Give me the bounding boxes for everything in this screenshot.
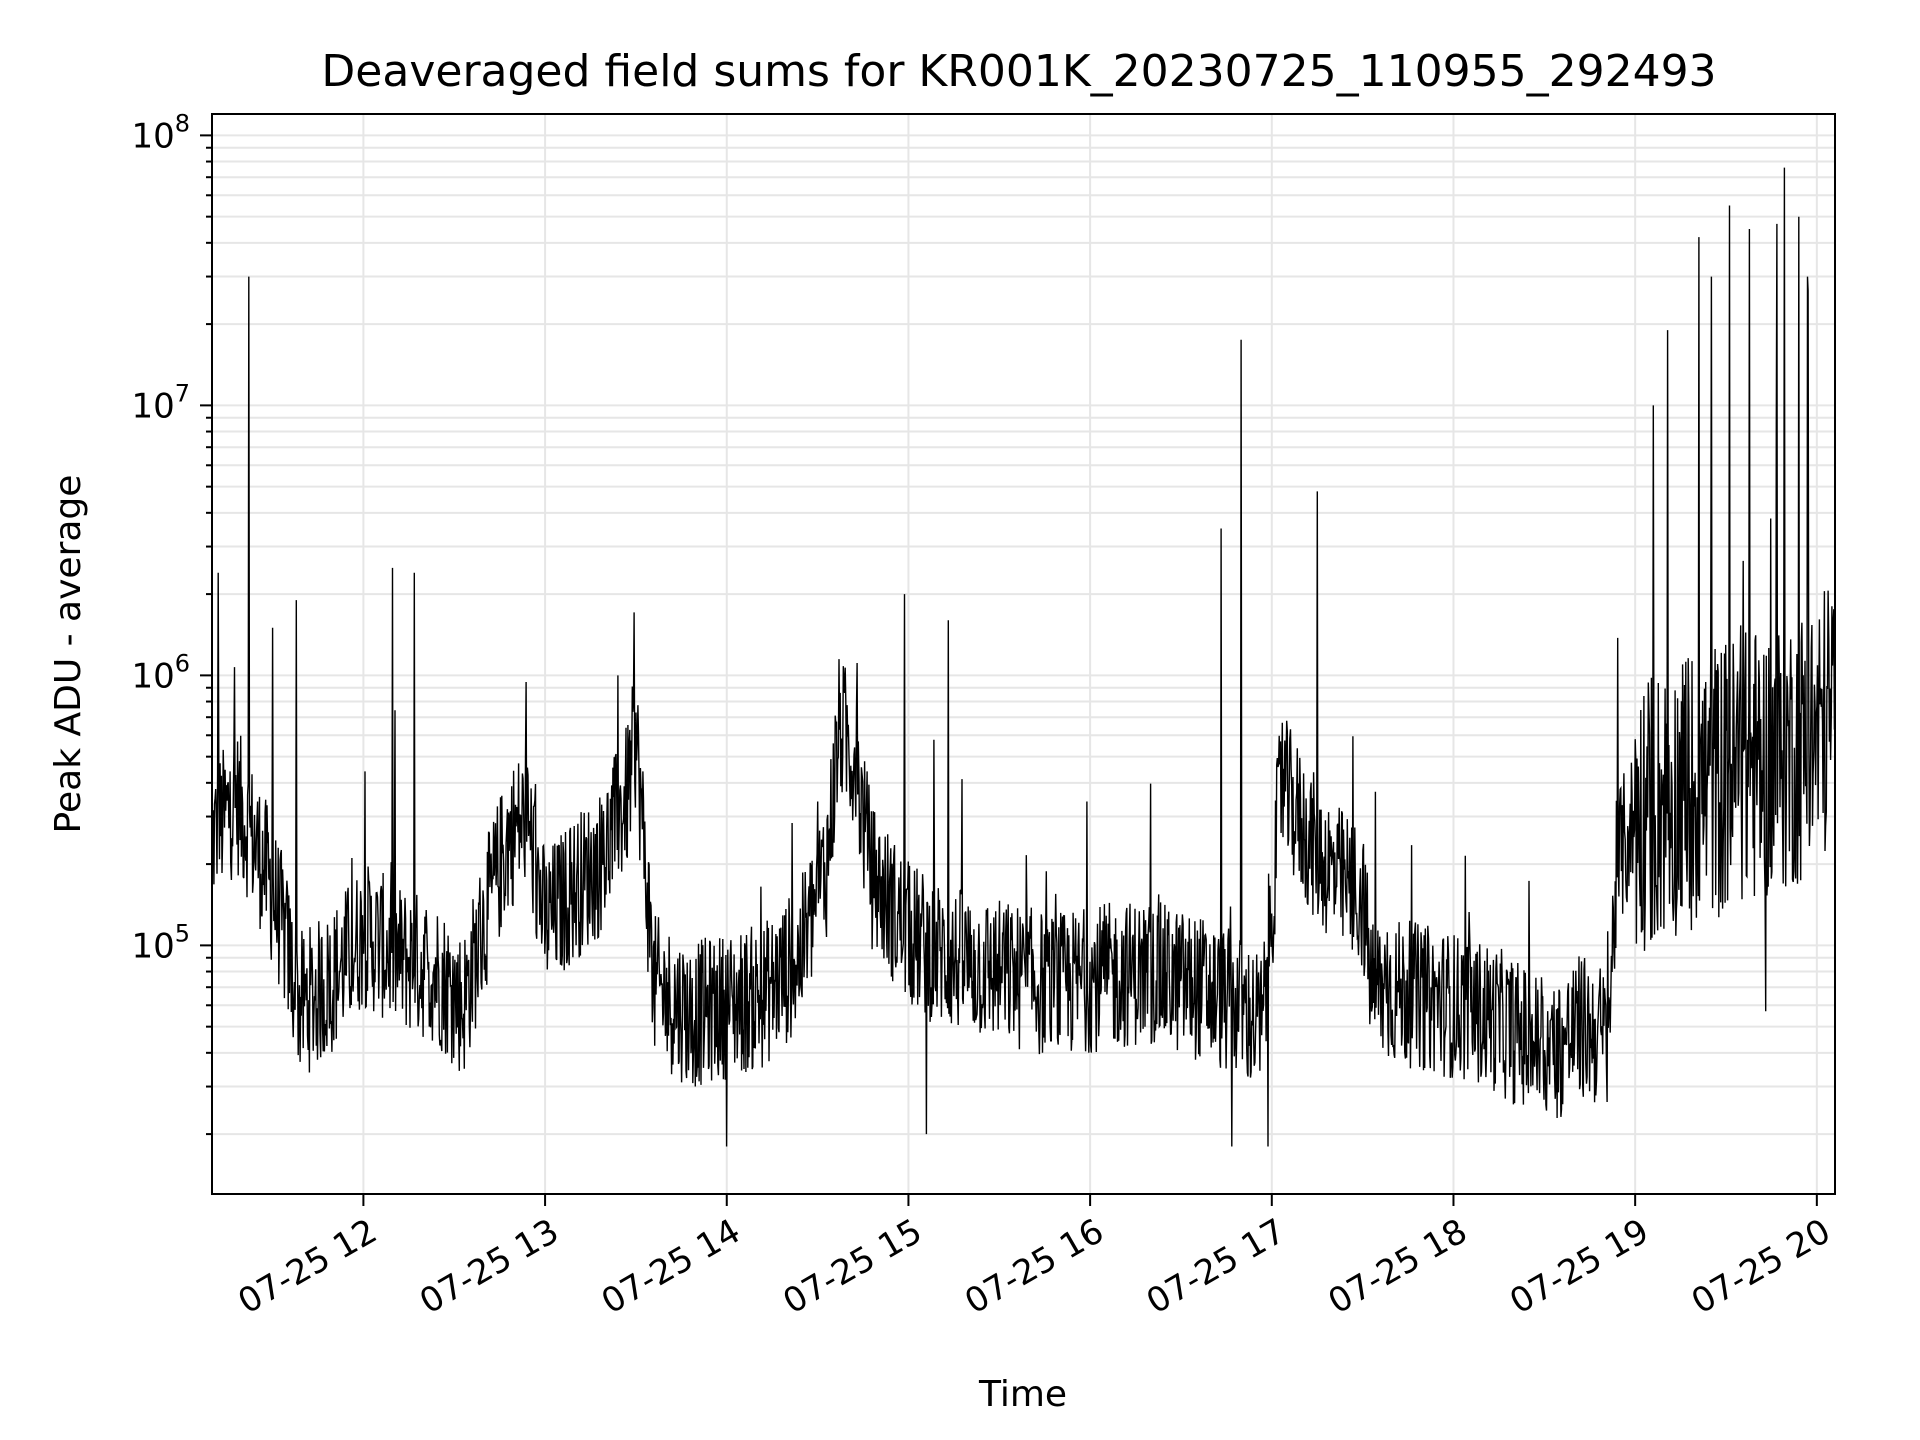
x-tick-label: 07-25 18 [1322,1211,1474,1322]
x-axis-label: Time [978,1374,1067,1415]
x-tick-label: 07-25 12 [232,1211,384,1322]
plot-frame [211,113,1836,1195]
y-tick-label: 108 [131,109,190,156]
x-tick-label: 07-25 17 [1140,1211,1292,1322]
x-tick-label: 07-25 14 [595,1211,747,1322]
series-layer [211,167,1836,1147]
x-axis: 07-25 12 07-25 13 07-25 14 07-25 15 07-25 16… [232,1194,1837,1322]
x-tick-label: 07-25 13 [413,1211,565,1322]
y-axis-label: Peak ADU - average [48,475,89,834]
x-tick-label: 07-25 19 [1503,1211,1655,1322]
x-tick-label: 07-25 20 [1685,1211,1837,1322]
y-tick-label: 105 [131,919,190,966]
x-tick-label: 07-25 15 [777,1211,929,1322]
y-axis: 105 106 107 108 [131,109,212,1136]
y-tick-label: 106 [131,649,190,696]
grid [212,114,1835,1194]
x-tick-label: 07-25 16 [958,1211,1110,1322]
y-tick-label: 107 [131,379,190,426]
chart-title: Deaveraged field sums for KR001K_2023072… [321,46,1716,97]
series-line [211,167,1836,1147]
